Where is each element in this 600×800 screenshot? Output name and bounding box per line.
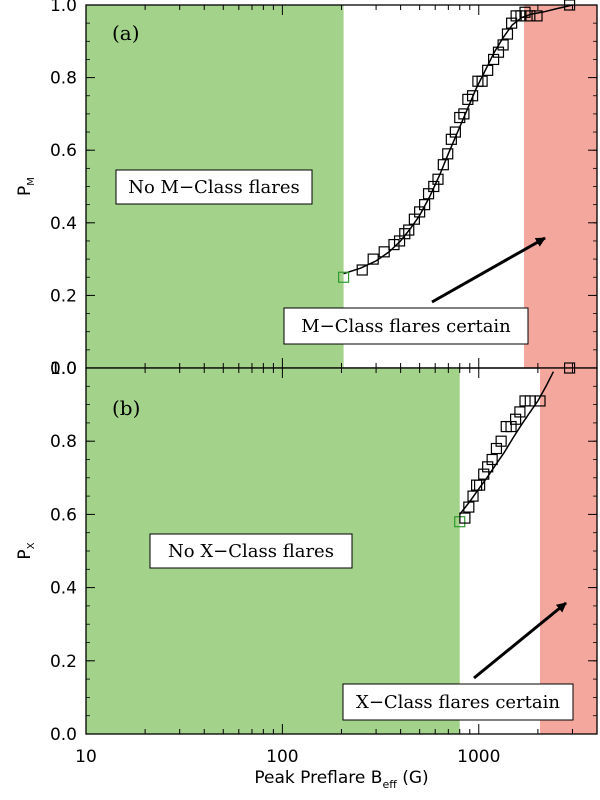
data-point [428, 180, 440, 193]
y-axis-label-sub: M [26, 177, 37, 186]
y-tick-label: 0.0 [50, 725, 77, 745]
y-tick-label: 0.2 [50, 286, 77, 306]
x-axis-label-unit: (G) [397, 768, 429, 788]
flare-certain-label-box [342, 683, 574, 721]
data-point [482, 64, 494, 76]
x-axis-label-main: Peak Preflare B [254, 768, 382, 788]
data-point [367, 253, 379, 265]
y-axis-label-main: P [15, 186, 35, 196]
data-point [432, 173, 444, 185]
data-point [486, 453, 498, 466]
flare-certain-label: M−Class flares certain [301, 316, 511, 337]
panel-a: 0.0 0.2 0.4 0.6 0.8 1.0 PM (a) No M−Class flares… [15, 0, 598, 379]
flare-certain-region [539, 368, 597, 734]
y-tick-label: 0.6 [50, 505, 77, 525]
data-point [442, 148, 454, 160]
panel-label: (b) [112, 396, 140, 420]
y-axis-label-main: P [15, 549, 35, 559]
data-point [531, 10, 543, 22]
y-tick-label: 0.0 [50, 359, 77, 379]
data-point [378, 246, 390, 258]
data-point [501, 28, 514, 40]
x-axis-label: Peak Preflare Beff (G) [254, 768, 428, 791]
data-point [454, 111, 466, 124]
data-point [471, 479, 483, 491]
flare-certain-label-box [283, 307, 529, 345]
data-point [474, 479, 486, 491]
data-point [514, 406, 526, 418]
arrow [431, 236, 546, 304]
data-point [534, 395, 546, 407]
data-point [437, 159, 449, 171]
x-axis-label-sub: eff [382, 778, 397, 791]
data-point [449, 126, 461, 138]
x-tick-label: 10 [75, 747, 97, 767]
data-point [459, 512, 471, 524]
x-tick-label: 100 [266, 747, 298, 767]
data-point [495, 435, 507, 447]
y-axis-label-sub: X [26, 542, 37, 549]
y-tick-label: 0.6 [50, 141, 77, 161]
y-tick-label: 0.4 [50, 579, 77, 599]
data-point [463, 501, 475, 513]
data-point [356, 264, 368, 276]
data-point [458, 108, 470, 120]
y-tick-label: 0.4 [50, 214, 77, 234]
data-point [524, 10, 536, 22]
no-flare-label: No M−Class flares [128, 177, 300, 198]
y-tick-label: 0.8 [50, 432, 77, 452]
data-point [338, 271, 350, 283]
no-flare-label-box [115, 169, 313, 205]
flare-certain-region [524, 5, 597, 368]
data-point [467, 490, 479, 502]
arrow [473, 601, 567, 680]
y-axis-label: PX [15, 542, 37, 559]
data-point [476, 75, 488, 87]
y-tick-label: 1.0 [50, 0, 77, 16]
panel-b: 0.0 0.2 0.4 0.6 0.8 1.0 10 100 1000 PX Peak Prefla… [15, 359, 598, 791]
y-tick-label: 0.8 [50, 69, 77, 89]
data-point [403, 224, 415, 236]
data-point [419, 199, 431, 211]
data-point [478, 468, 490, 480]
y-tick-label: 0.2 [50, 652, 77, 672]
flare-certain-label: X−Class flares certain [356, 692, 560, 713]
data-point [445, 133, 457, 145]
data-point [509, 413, 522, 425]
data-point [399, 228, 411, 240]
no-flare-label: No X−Class flares [168, 541, 334, 562]
no-flare-label-box [149, 533, 353, 569]
data-point [466, 90, 479, 102]
x-tick-label: 1000 [457, 747, 500, 767]
data-point [515, 10, 527, 22]
data-point [497, 39, 509, 51]
y-tick-label: 1.0 [50, 359, 77, 379]
panel-label: (a) [112, 21, 140, 45]
y-axis-label: PM [15, 177, 37, 196]
